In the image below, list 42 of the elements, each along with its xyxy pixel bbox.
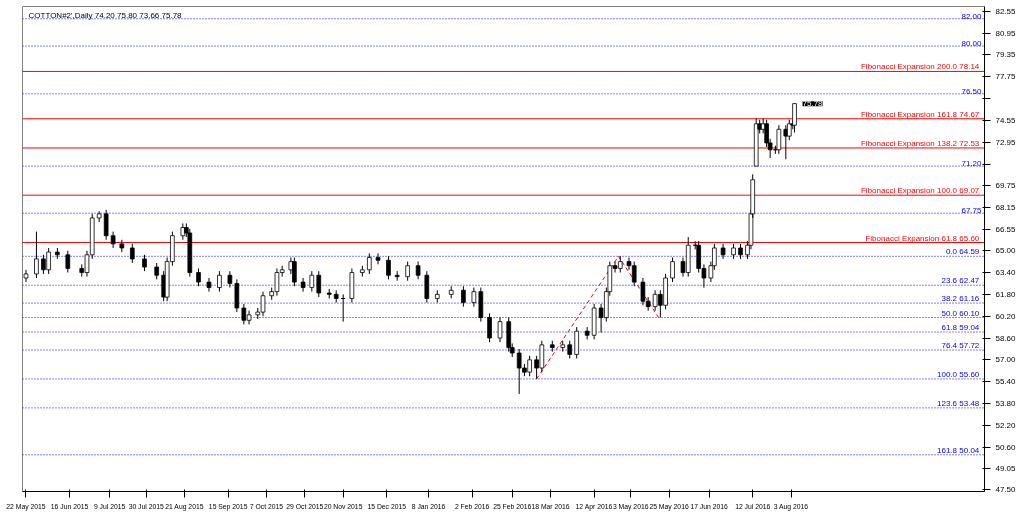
y-tick-label: 69.75 [995, 181, 1017, 191]
y-tick-label: 47.50 [995, 484, 1017, 494]
y-tick-label: 77.75 [995, 72, 1017, 82]
annotation: 75.78 [802, 99, 824, 109]
ref-line-label: 67.75 [961, 206, 983, 216]
ref-line-label: 71.20 [961, 159, 983, 169]
y-tick-label: 58.60 [995, 333, 1017, 343]
y-tick-label: 50.60 [995, 442, 1017, 452]
ref-line-label: 80.00 [961, 39, 983, 49]
y-tick-label: 53.80 [995, 399, 1017, 408]
ref-line-label: Fibonacci Expansion 100.0 69.07 [860, 186, 980, 196]
ref-line-label: Fibonacci Expansion 200.0 78.14 [860, 62, 980, 72]
y-tick-label: 52.20 [995, 420, 1017, 430]
y-tick-label: 74.55 [995, 115, 1017, 125]
ref-line-label: 50.0 60.10 [941, 308, 980, 318]
text: COTTON#2',Daily 74.20 75.80 73.66 75.78 [28, 10, 183, 20]
y-tick-label: 72.95 [995, 137, 1017, 147]
y-tick-label: 61.80 [995, 289, 1017, 299]
ref-line-label: 100.0 55.60 [937, 369, 980, 379]
ref-line-label: 0.0 64.59 [945, 247, 980, 257]
y-tick-label: 63.40 [995, 268, 1017, 278]
ref-line-label: 76.4 57.72 [941, 341, 980, 351]
ref-line-label: 61.8 59.04 [941, 323, 980, 333]
y-tick-label: 80.95 [995, 28, 1017, 38]
y-tick-label: 66.55 [995, 225, 1017, 235]
y-tick-label: 60.20 [995, 311, 1017, 321]
ref-line-label: 82.00 [961, 11, 983, 21]
ref-line-label: 23.6 62.47 [941, 276, 980, 286]
ref-line-label: Fibonacci Expansion 161.8 74.67 [860, 109, 980, 119]
ref-line-label: Fibonacci Expansion 138.2 72.53 [860, 138, 980, 148]
y-tick-label: 65.00 [995, 246, 1017, 256]
y-tick-label: 55.40 [995, 377, 1017, 387]
y-tick-label: 49.05 [995, 463, 1017, 473]
ref-line-label: 38.2 61.16 [941, 294, 980, 304]
y-tick-label: 79.35 [995, 50, 1017, 60]
y-tick-label: 68.15 [995, 203, 1017, 213]
ref-line-label: 76.50 [961, 86, 983, 96]
ref-line-label: Fibonacci Expansion 61.8 65.60 [865, 233, 980, 243]
y-tick-label: 57.00 [995, 355, 1017, 365]
y-tick-label: 82.55 [995, 6, 1017, 16]
ref-line-label: 161.8 50.04 [937, 445, 980, 455]
ref-line-label: 123.6 53.48 [937, 398, 980, 408]
